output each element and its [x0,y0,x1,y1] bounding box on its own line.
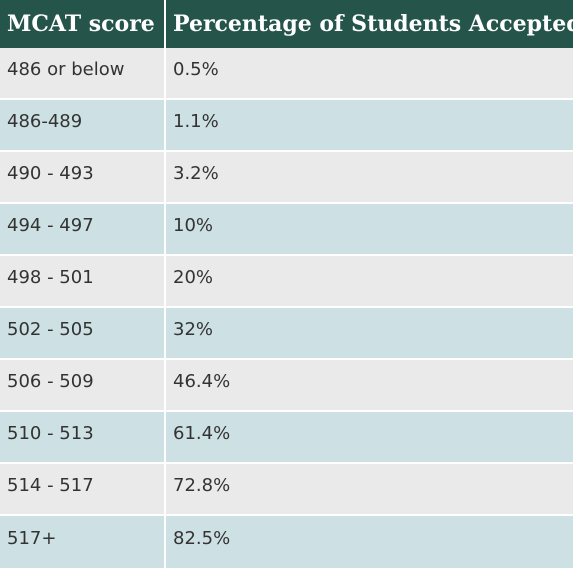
cell-percentage: 61.4% [166,412,573,464]
cell-percentage: 0.5% [166,48,573,100]
cell-score: 514 - 517 [0,464,166,516]
table-header: MCAT score Percentage of Students Accept… [0,0,573,48]
table-row: 486 or below 0.5% [0,48,573,100]
cell-score: 506 - 509 [0,360,166,412]
cell-score: 498 - 501 [0,256,166,308]
table-body: 486 or below 0.5% 486-489 1.1% 490 - 493… [0,48,573,568]
table-row: 514 - 517 72.8% [0,464,573,516]
table-row: 494 - 497 10% [0,204,573,256]
table-row: 498 - 501 20% [0,256,573,308]
header-mcat-score: MCAT score [0,0,166,48]
table-row: 517+ 82.5% [0,516,573,568]
cell-percentage: 1.1% [166,100,573,152]
cell-score: 486-489 [0,100,166,152]
cell-percentage: 46.4% [166,360,573,412]
cell-percentage: 20% [166,256,573,308]
table-row: 502 - 505 32% [0,308,573,360]
cell-score: 517+ [0,516,166,568]
cell-score: 502 - 505 [0,308,166,360]
cell-score: 510 - 513 [0,412,166,464]
cell-percentage: 3.2% [166,152,573,204]
table-row: 486-489 1.1% [0,100,573,152]
cell-score: 486 or below [0,48,166,100]
table-row: 506 - 509 46.4% [0,360,573,412]
cell-percentage: 82.5% [166,516,573,568]
header-percentage-accepted: Percentage of Students Accepted [166,0,573,48]
table-row: 490 - 493 3.2% [0,152,573,204]
header-row: MCAT score Percentage of Students Accept… [0,0,573,48]
cell-score: 494 - 497 [0,204,166,256]
cell-percentage: 32% [166,308,573,360]
cell-score: 490 - 493 [0,152,166,204]
table-row: 510 - 513 61.4% [0,412,573,464]
cell-percentage: 72.8% [166,464,573,516]
cell-percentage: 10% [166,204,573,256]
